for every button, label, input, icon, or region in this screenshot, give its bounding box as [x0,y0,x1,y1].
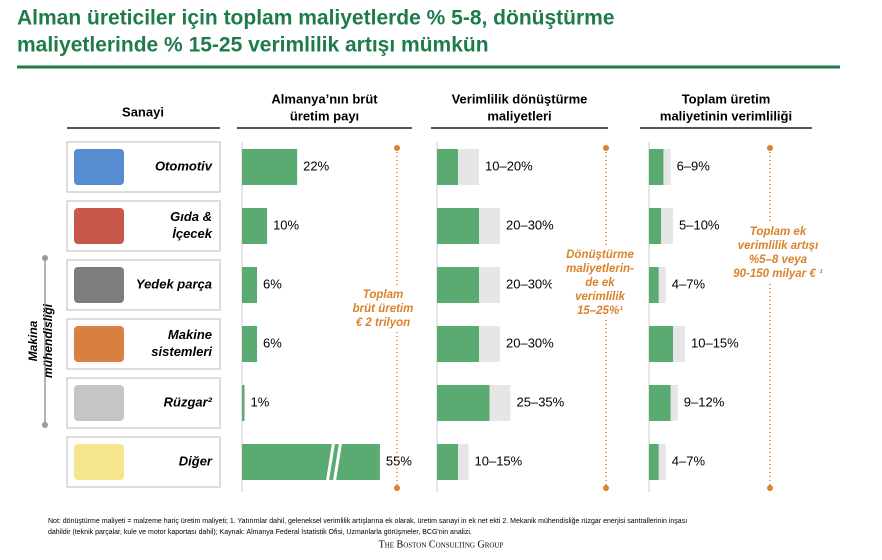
low-bar [437,385,490,421]
annotation-dot [603,485,609,491]
value-label: 25–35% [517,394,565,409]
value-label: 6% [263,276,282,291]
low-bar [437,267,479,303]
value-label: 9–12% [684,394,725,409]
row-header: Sanayi [122,104,164,119]
bar [242,267,258,303]
bar [242,385,245,421]
footnote: dahildir (teknik parçalar, kule ve motor… [48,527,472,536]
column-title: üretim payı [290,108,359,123]
annotation: verimlilik artışı [738,240,819,252]
low-bar [649,444,659,480]
annotation-bg [730,223,826,283]
bracket-dot [42,255,48,261]
value-label: 4–7% [672,276,706,291]
group-label: Makina [26,320,40,361]
column-title: Verimlilik dönüştürme [452,91,588,106]
industry-label: Gıda & [170,209,212,224]
column-title: Almanya’nın brüt [271,91,378,106]
value-label: 10–15% [475,453,523,468]
low-bar [649,385,671,421]
value-label: 10–20% [485,158,533,173]
annotation: Toplam [363,289,403,301]
industry-icon [74,326,124,362]
column-title: maliyetinin verimliliği [660,108,792,123]
value-label: 5–10% [679,217,720,232]
annotation: de ek [585,277,615,289]
annotation: € 2 trilyon [356,317,410,329]
bar [242,149,298,185]
annotation-dot [394,485,400,491]
annotation: Toplam ek [750,226,807,238]
column-title: Toplam üretim [682,91,771,106]
industry-icon [74,444,124,480]
bar [242,208,268,244]
bar [242,444,380,480]
title: Alman üreticiler için toplam maliyetlerd… [17,7,615,30]
group-label: mühendisliği [41,303,55,378]
industry-icon [74,385,124,421]
annotation: Dönüştürme [566,249,634,261]
industry-label: sistemleri [151,344,212,359]
annotation: verimlilik [575,291,625,303]
industry-label: Makine [168,327,212,342]
footnote: Not: dönüştürme maliyeti = malzeme hariç… [48,518,687,525]
industry-label: Diğer [179,453,213,468]
value-label: 55% [386,453,412,468]
value-label: 10–15% [691,335,739,350]
low-bar [649,208,661,244]
annotation: 90-150 milyar € ¹ [733,268,823,280]
low-bar [437,326,479,362]
value-label: 20–30% [506,276,554,291]
annotation-dot [394,145,400,151]
industry-icon [74,208,124,244]
value-label: 20–30% [506,335,554,350]
value-label: 6% [263,335,282,350]
annotation-bg [335,286,431,332]
annotation-bg [552,246,648,320]
low-bar [437,444,458,480]
industry-label: İçecek [172,226,213,241]
value-label: 4–7% [672,453,706,468]
low-bar [649,267,659,303]
industry-label: Yedek parça [136,276,212,291]
title: maliyetlerinde % 15-25 verimlilik artışı… [17,34,489,57]
annotation-dot [767,485,773,491]
annotation: 15–25%¹ [577,305,623,317]
bracket-dot [42,422,48,428]
column-title: maliyetleri [487,108,551,123]
low-bar [649,326,673,362]
industry-label: Rüzgar² [164,394,213,409]
value-label: 22% [303,158,329,173]
industry-label: Otomotiv [155,158,213,173]
low-bar [649,149,664,185]
value-label: 10% [273,217,299,232]
value-label: 6–9% [677,158,711,173]
annotation-dot [603,145,609,151]
break-mark [331,439,343,491]
logo: The Boston Consulting Group [379,539,504,550]
low-bar [437,149,458,185]
annotation-dot [767,145,773,151]
industry-icon [74,149,124,185]
value-label: 1% [251,394,270,409]
bar [242,326,258,362]
value-label: 20–30% [506,217,554,232]
industry-icon [74,267,124,303]
annotation: maliyetlerin- [566,263,634,275]
break-mark [324,439,336,491]
annotation: %5–8 veya [749,254,808,266]
low-bar [437,208,479,244]
annotation: brüt üretim [353,303,414,315]
